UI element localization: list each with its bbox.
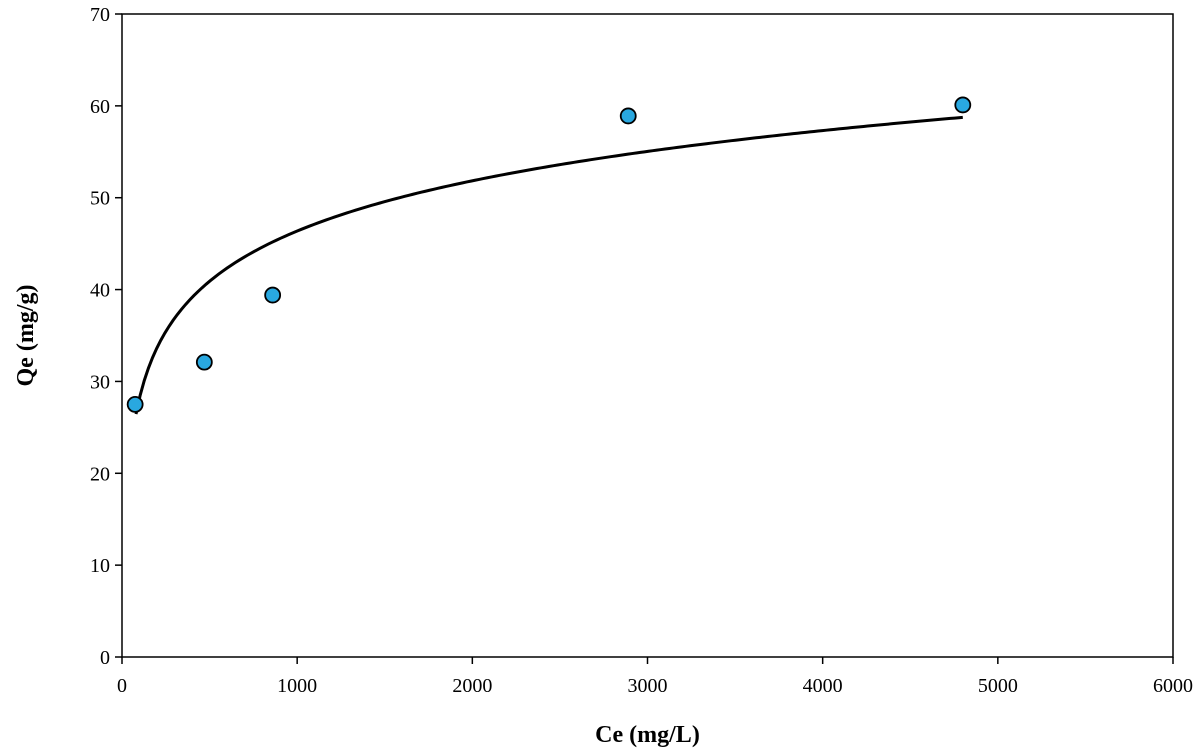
y-tick-label: 20 — [90, 463, 110, 485]
data-point — [619, 107, 637, 125]
x-tick-label: 3000 — [628, 675, 668, 697]
x-tick-label: 4000 — [803, 675, 843, 697]
x-axis-ticks: 0 1000 2000 3000 4000 5000 6000 — [117, 657, 1193, 697]
x-tick-label: 2000 — [452, 675, 492, 697]
plot-frame — [121, 13, 1174, 658]
y-tick-label: 60 — [90, 96, 110, 118]
x-tick-label: 6000 — [1153, 675, 1193, 697]
fitted-curve — [134, 115, 963, 415]
data-points-layer — [126, 96, 972, 413]
data-point — [195, 353, 213, 371]
x-tick-label: 1000 — [277, 675, 317, 697]
fitted-curve-layer — [134, 115, 963, 415]
y-axis-title: Qe (mg/g) — [13, 285, 39, 387]
x-tick-label: 0 — [117, 675, 127, 697]
y-tick-label: 70 — [90, 4, 110, 26]
y-tick-label: 0 — [100, 647, 110, 669]
data-point — [954, 96, 972, 114]
y-tick-label: 10 — [90, 555, 110, 577]
y-axis-ticks: 0 10 20 30 40 50 60 70 — [90, 4, 122, 669]
y-tick-label: 30 — [90, 371, 110, 393]
y-tick-label: 40 — [90, 280, 110, 302]
data-point — [264, 286, 282, 304]
x-axis-title: Ce (mg/L) — [595, 722, 700, 748]
plot-border — [121, 13, 1174, 658]
x-tick-label: 5000 — [978, 675, 1018, 697]
y-tick-label: 50 — [90, 188, 110, 210]
data-point — [126, 395, 144, 413]
